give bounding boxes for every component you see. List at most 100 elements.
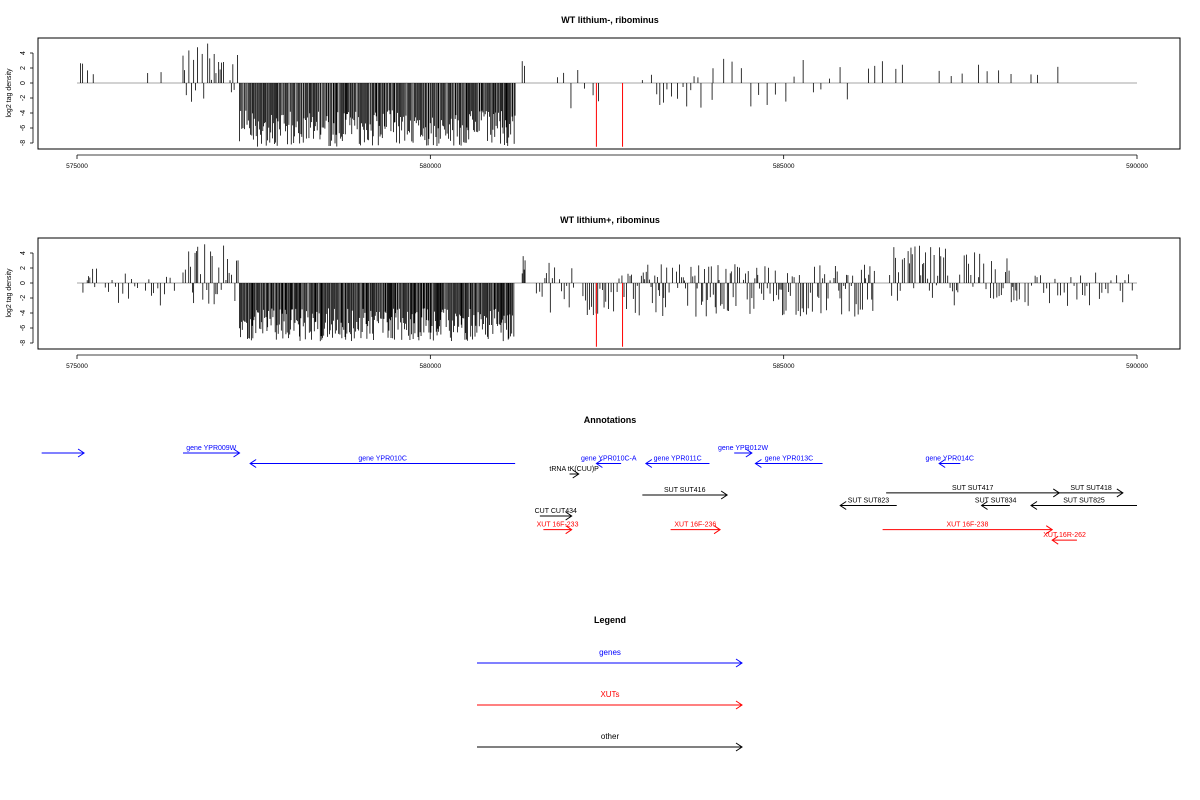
panel-title: WT lithium-, ribominus bbox=[561, 15, 659, 25]
x-tick-label: 590000 bbox=[1126, 163, 1148, 170]
feature-label: SUT SUT416 bbox=[664, 487, 706, 494]
x-tick-label: 585000 bbox=[773, 363, 795, 370]
annotation-feature: SUT SUT825 bbox=[1030, 498, 1137, 510]
annotation-feature: gene YPR012W bbox=[718, 445, 768, 458]
y-tick-label: -8 bbox=[20, 140, 27, 146]
legend-label: other bbox=[601, 732, 620, 741]
arrow-head-icon bbox=[735, 700, 743, 710]
arrow-head-icon bbox=[1116, 488, 1124, 498]
arrow-head-icon bbox=[839, 501, 847, 510]
annotation-feature: SUT SUT823 bbox=[839, 498, 897, 510]
arrow-head-icon bbox=[233, 448, 241, 458]
x-axis: 575000 580000 585000 590000 bbox=[66, 354, 1148, 370]
y-tick-label: -4 bbox=[20, 310, 27, 316]
x-tick-label: 575000 bbox=[66, 163, 88, 170]
y-tick-label: 2 bbox=[20, 266, 27, 270]
annotation-feature: tRNA tK(CUU)P bbox=[549, 466, 599, 479]
feature-label: XUT 16F-238 bbox=[946, 522, 988, 529]
feature-label: XUT 16R-262 bbox=[1043, 532, 1086, 539]
y-tick-label: -2 bbox=[20, 295, 27, 301]
feature-label: tRNA tK(CUU)P bbox=[549, 466, 599, 473]
annotation-feature: gene YPR013C bbox=[754, 456, 823, 468]
x-tick-label: 580000 bbox=[419, 163, 441, 170]
panel-title: WT lithium+, ribominus bbox=[560, 215, 660, 225]
y-axis-label: log2 tag density bbox=[6, 68, 13, 118]
density-bars bbox=[82, 244, 1133, 342]
y-tick-label: 4 bbox=[20, 251, 27, 255]
feature-label: gene YPR013C bbox=[765, 456, 814, 463]
annotation-feature: gene YPR010C-A bbox=[581, 456, 637, 468]
arrow-head-icon bbox=[565, 511, 573, 521]
track-panel-lithium-plus: WT lithium+, ribominus log2 tag density … bbox=[6, 215, 1181, 370]
arrow-head-icon bbox=[565, 525, 573, 535]
legend-label: XUTs bbox=[600, 690, 619, 699]
y-tick-label: -2 bbox=[20, 95, 27, 101]
legend-item-xuts: XUTs bbox=[477, 690, 743, 710]
feature-label: CUT CUT434 bbox=[535, 508, 577, 515]
legend: Legend genes XUTs other bbox=[477, 615, 743, 752]
y-axis: -8 -6 -4 -2 0 2 4 bbox=[20, 251, 34, 346]
y-tick-label: -8 bbox=[20, 340, 27, 346]
plot-frame bbox=[37, 37, 1181, 150]
x-axis: 575000 580000 585000 590000 bbox=[66, 154, 1148, 170]
arrow-head-icon bbox=[572, 469, 580, 479]
x-tick-label: 575000 bbox=[66, 363, 88, 370]
arrow-head-icon bbox=[754, 459, 762, 468]
annotation-feature: CUT CUT434 bbox=[535, 508, 577, 521]
annotation-feature bbox=[41, 448, 85, 458]
legend-title: Legend bbox=[594, 615, 626, 625]
feature-label: XUT 16F-236 bbox=[674, 522, 716, 529]
highlight-bars bbox=[595, 83, 624, 147]
y-tick-label: -6 bbox=[20, 325, 27, 331]
legend-label: genes bbox=[599, 648, 621, 657]
legend-item-genes: genes bbox=[477, 648, 743, 668]
feature-label: gene YPR010C-A bbox=[581, 456, 637, 463]
y-tick-label: 0 bbox=[20, 81, 27, 85]
arrow-head-icon bbox=[980, 501, 988, 510]
x-tick-label: 585000 bbox=[773, 163, 795, 170]
y-tick-label: 0 bbox=[20, 281, 27, 285]
arrow-head-icon bbox=[77, 448, 85, 458]
annotation-feature: XUT 16F-233 bbox=[537, 522, 579, 535]
annotation-feature: XUT 16F-236 bbox=[670, 522, 721, 535]
feature-label: SUT SUT825 bbox=[1063, 498, 1105, 505]
feature-label: gene YPR012W bbox=[718, 445, 768, 452]
feature-label: gene YPR014C bbox=[925, 456, 974, 463]
arrow-head-icon bbox=[1051, 535, 1059, 545]
arrow-head-icon bbox=[1030, 501, 1038, 510]
y-axis-label: log2 tag density bbox=[6, 268, 13, 318]
legend-item-other: other bbox=[477, 732, 743, 752]
feature-label: SUT SUT823 bbox=[848, 498, 890, 505]
y-tick-label: -6 bbox=[20, 125, 27, 131]
arrow-head-icon bbox=[644, 459, 653, 468]
feature-label: gene YPR011C bbox=[654, 456, 702, 463]
x-tick-label: 590000 bbox=[1126, 363, 1148, 370]
y-axis: -8 -6 -4 -2 0 2 4 bbox=[20, 51, 34, 146]
feature-label: SUT SUT417 bbox=[952, 485, 994, 492]
annotation-feature: SUT SUT417 bbox=[886, 485, 1061, 498]
highlight-bars bbox=[595, 283, 624, 347]
x-tick-label: 580000 bbox=[419, 363, 441, 370]
arrow-head-icon bbox=[720, 490, 729, 500]
annotation-feature: SUT SUT416 bbox=[642, 487, 729, 500]
arrow-head-icon bbox=[938, 459, 946, 468]
y-tick-label: 4 bbox=[20, 51, 27, 55]
arrow-head-icon bbox=[713, 525, 721, 535]
feature-label: SUT SUT418 bbox=[1070, 485, 1112, 492]
y-tick-label: -4 bbox=[20, 110, 27, 116]
arrow-head-icon bbox=[249, 459, 257, 468]
arrow-head-icon bbox=[735, 658, 743, 668]
annotation-feature: XUT 16R-262 bbox=[1043, 532, 1086, 545]
arrow-head-icon bbox=[595, 459, 603, 468]
feature-label: gene YPR010C bbox=[358, 456, 407, 463]
annotation-feature: gene YPR009W bbox=[183, 445, 241, 458]
annotation-feature: gene YPR010C bbox=[249, 456, 516, 468]
plot-frame bbox=[37, 237, 1181, 350]
annotation-features: gene YPR009W gene YPR010C gene YPR010C-A ge… bbox=[41, 445, 1137, 545]
arrow-head-icon bbox=[745, 448, 753, 458]
annotation-feature: gene YPR014C bbox=[925, 456, 974, 468]
arrow-head-icon bbox=[1045, 525, 1054, 535]
y-tick-label: 2 bbox=[20, 66, 27, 70]
